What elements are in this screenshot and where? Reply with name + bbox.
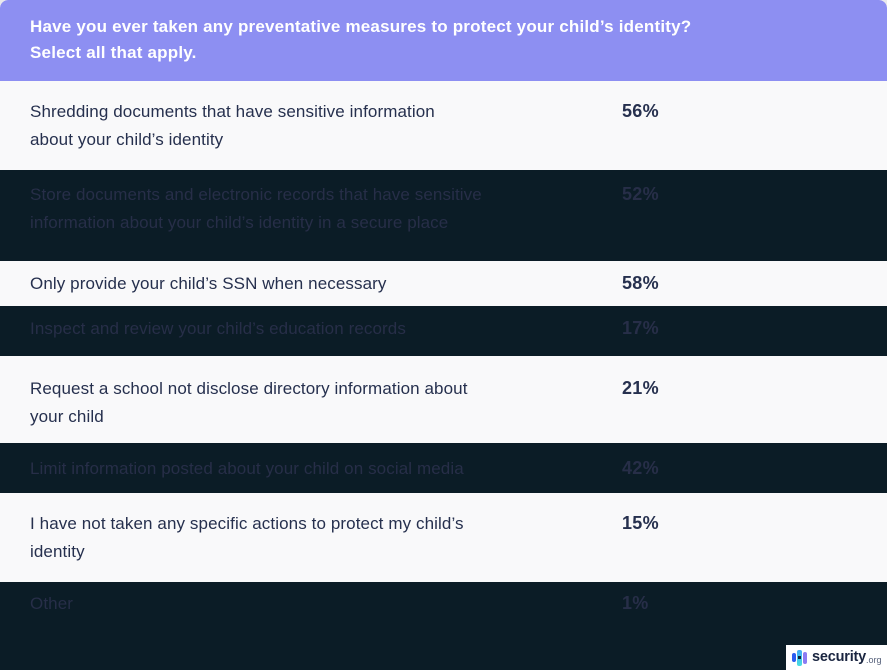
question-line2: Select all that apply. (30, 43, 197, 62)
answer-percent: 42% (622, 458, 659, 478)
logo-bar-cyan (797, 649, 802, 666)
answer-percent: 15% (622, 513, 659, 533)
answer-percent: 58% (622, 273, 659, 293)
logo-bar-purple (803, 651, 807, 664)
table-row: I have not taken any specific actions to… (0, 493, 887, 582)
answer-label: Limit information posted about your chil… (30, 459, 464, 478)
answer-percent: 21% (622, 378, 659, 398)
table-row: Request a school not disclose directory … (0, 356, 887, 443)
answer-label: Other (30, 594, 74, 613)
brand-watermark: security .org (786, 645, 887, 670)
answer-label: Store documents and electronic records t… (30, 185, 482, 232)
answer-percent: 17% (622, 318, 659, 338)
table-row: Limit information posted about your chil… (0, 443, 887, 493)
answer-percent: 56% (622, 101, 659, 121)
answer-label: Only provide your child’s SSN when neces… (30, 274, 387, 293)
answer-label: Request a school not disclose directory … (30, 379, 468, 426)
logo-bar-blue (792, 653, 796, 662)
question-header: Have you ever taken any preventative mea… (0, 0, 887, 81)
answer-percent: 52% (622, 184, 659, 204)
answer-label: Shredding documents that have sensitive … (30, 102, 435, 149)
table-row: Shredding documents that have sensitive … (0, 81, 887, 170)
answer-label: I have not taken any specific actions to… (30, 514, 464, 561)
answer-percent: 1% (622, 593, 649, 613)
question-line1: Have you ever taken any preventative mea… (30, 17, 692, 36)
table-row: Store documents and electronic records t… (0, 170, 887, 261)
brand-name: security (812, 649, 867, 665)
table-row: Only provide your child’s SSN when neces… (0, 261, 887, 306)
table-row: Inspect and review your child’s educatio… (0, 306, 887, 356)
table-row: Other 1% (0, 582, 887, 670)
securityorg-logo-icon (791, 648, 808, 668)
answer-label: Inspect and review your child’s educatio… (30, 319, 406, 338)
brand-tld: .org (866, 654, 882, 665)
